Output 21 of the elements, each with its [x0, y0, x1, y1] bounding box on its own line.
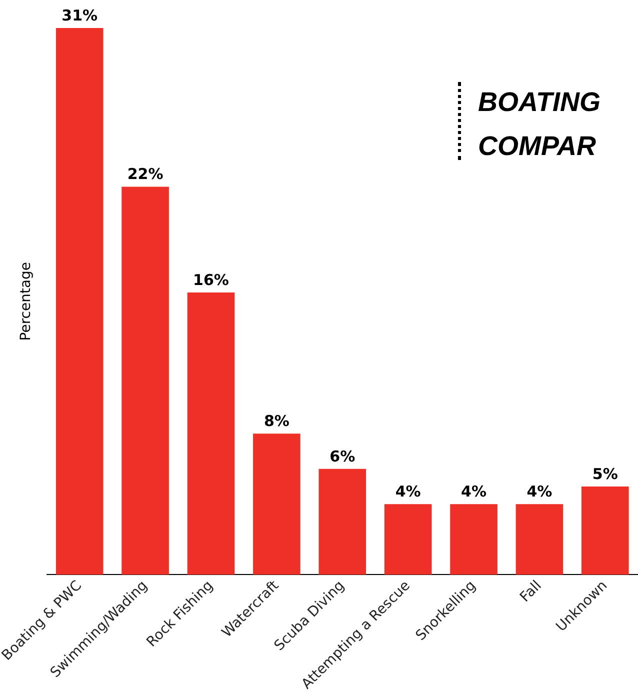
data-label: 6%	[330, 447, 356, 466]
bar	[582, 486, 629, 575]
data-label: 5%	[592, 464, 618, 483]
data-label: 22%	[127, 165, 164, 184]
bar	[187, 292, 235, 575]
bar	[318, 468, 366, 575]
bar	[450, 504, 498, 575]
bar	[516, 504, 564, 575]
data-label: 4%	[395, 482, 421, 501]
bar	[253, 434, 300, 575]
data-label: 31%	[62, 6, 98, 24]
data-label: 8%	[264, 412, 290, 430]
data-label: 4%	[526, 482, 552, 501]
bar	[122, 186, 169, 575]
data-label: 16%	[193, 270, 229, 289]
text: BOATING COMPAR	[478, 86, 602, 163]
bar	[56, 28, 104, 575]
y-axis-title: Percentage	[18, 262, 34, 341]
data-label: 4%	[461, 482, 486, 501]
x-tick-label: Fall	[517, 578, 545, 606]
bar	[384, 504, 432, 575]
